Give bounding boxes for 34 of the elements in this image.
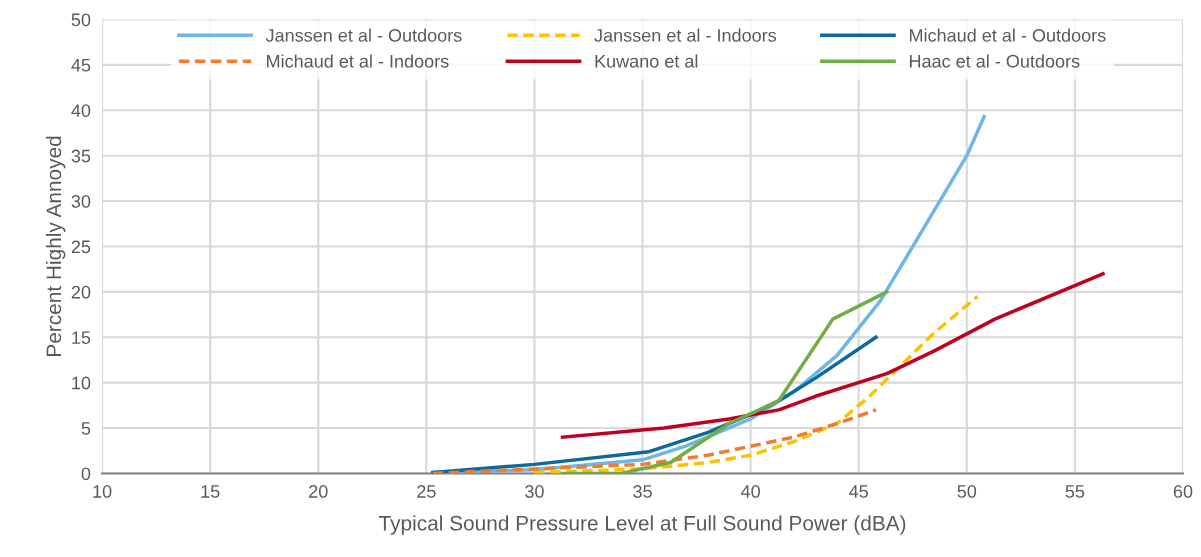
x-tick-label: 20 bbox=[309, 485, 328, 498]
legend-label: Michaud et al - Indoors bbox=[267, 54, 449, 68]
y-tick-label: 0 bbox=[81, 467, 91, 481]
line-series bbox=[560, 271, 1105, 439]
legend-label: Haac et al - Outdoors bbox=[909, 54, 1080, 68]
x-tick-label: 55 bbox=[1065, 485, 1085, 498]
y-tick-label: 30 bbox=[71, 195, 91, 208]
x-axis-title: Typical Sound Pressure Level at Full Sound Power (dBA) bbox=[378, 515, 906, 535]
x-tick-label: 30 bbox=[525, 485, 544, 498]
x-tick-label: 35 bbox=[633, 485, 652, 498]
y-tick-label: 5 bbox=[81, 422, 91, 435]
y-tick-label: 25 bbox=[71, 240, 91, 254]
x-tick-label: 50 bbox=[957, 485, 977, 498]
line-series bbox=[431, 408, 878, 474]
x-tick-label: 10 bbox=[93, 485, 112, 498]
y-axis-title: Percent Highly Annoyed bbox=[45, 136, 66, 356]
legend-label: Janssen et al - Indoors bbox=[594, 28, 777, 42]
line-series bbox=[532, 294, 980, 474]
x-tick-label: 60 bbox=[1173, 485, 1193, 498]
line-series bbox=[560, 290, 889, 474]
legend-label: Janssen et al - Outdoors bbox=[265, 28, 462, 42]
x-tick-label: 45 bbox=[849, 485, 868, 498]
y-tick-label: 40 bbox=[71, 104, 91, 118]
y-tick-label: 45 bbox=[71, 59, 91, 72]
y-tick-label: 15 bbox=[72, 331, 91, 344]
x-tick-label: 15 bbox=[201, 485, 220, 498]
y-tick-label: 50 bbox=[71, 13, 91, 27]
y-tick-label: 35 bbox=[71, 149, 91, 163]
legend-label: Kuwano et al bbox=[595, 54, 698, 68]
x-tick-label: 40 bbox=[741, 485, 760, 498]
x-tick-label: 25 bbox=[417, 485, 436, 498]
legend-label: Michaud et al - Outdoors bbox=[909, 28, 1106, 42]
y-tick-label: 20 bbox=[71, 285, 91, 299]
y-tick-label: 10 bbox=[72, 376, 91, 390]
